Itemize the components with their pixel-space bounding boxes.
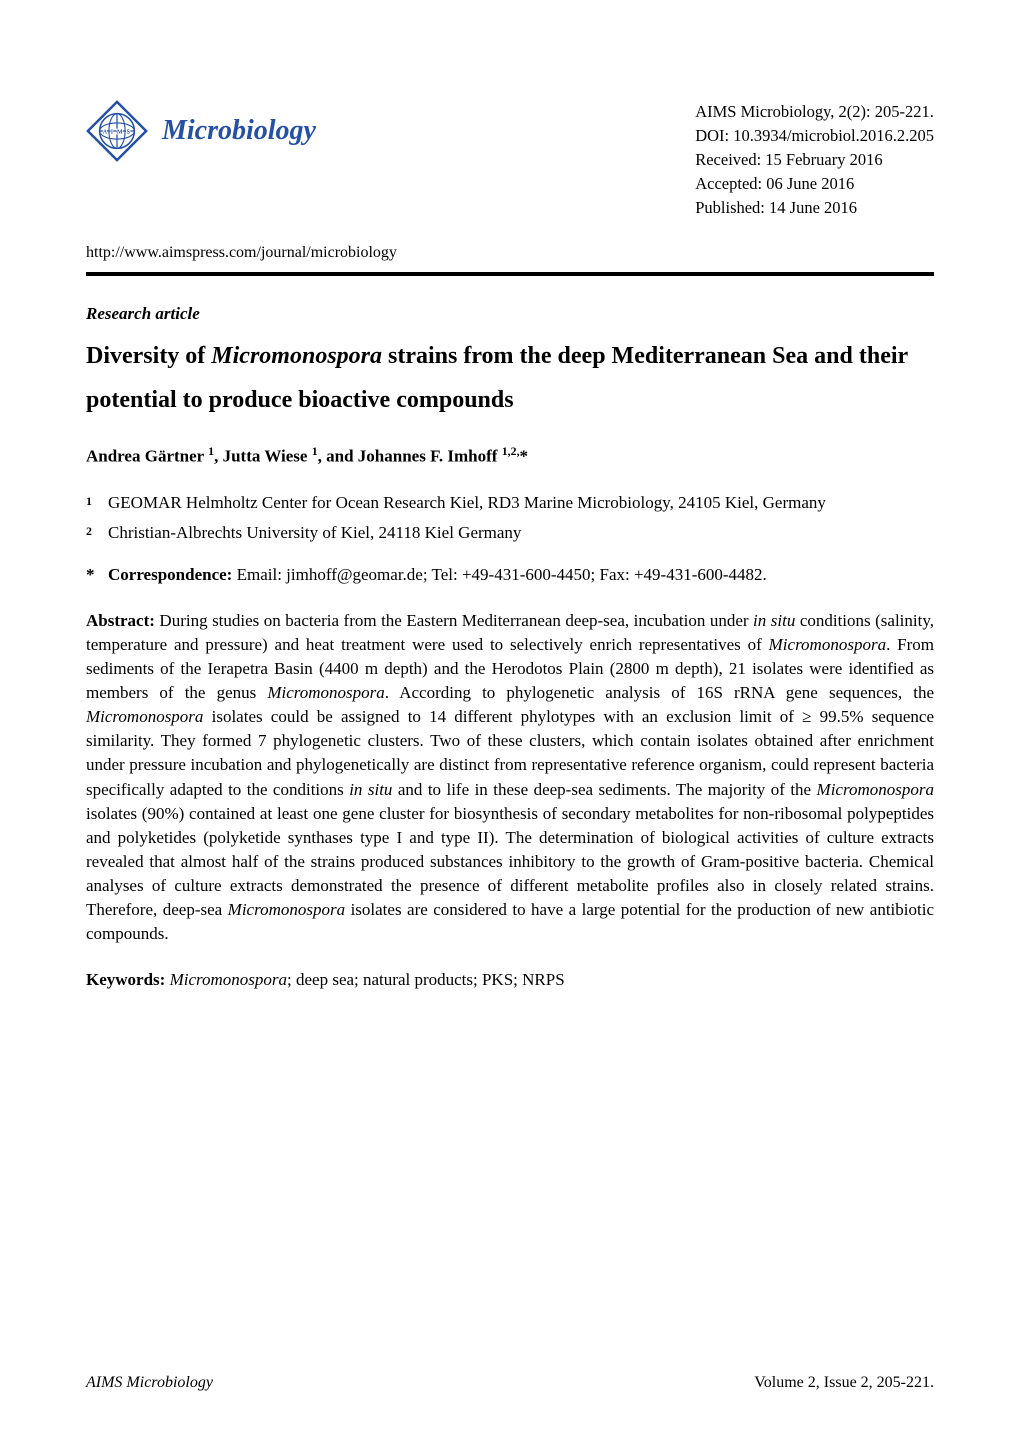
abstract-italic: in situ: [753, 611, 795, 630]
title-prefix: Diversity of: [86, 343, 211, 369]
affiliation-1: 1 GEOMAR Helmholtz Center for Ocean Rese…: [86, 491, 934, 515]
correspondence-content: Correspondence: Email: jimhoff@geomar.de…: [108, 565, 767, 585]
abstract-italic: Micromonospora: [86, 707, 203, 726]
correspondence-star: *: [86, 565, 108, 585]
published-line: Published: 14 June 2016: [695, 196, 934, 220]
affiliation-number: 2: [86, 521, 108, 540]
footer-page-info: Volume 2, Issue 2, 205-221.: [754, 1374, 934, 1392]
journal-name: Microbiology: [162, 115, 316, 147]
abstract-text: and to life in these deep-sea sediments.…: [392, 780, 816, 799]
abstract-italic: Micromonospora: [817, 780, 934, 799]
abstract-text: During studies on bacteria from the East…: [159, 611, 753, 630]
citation-line: AIMS Microbiology, 2(2): 205-221.: [695, 100, 934, 124]
publication-metadata: AIMS Microbiology, 2(2): 205-221. DOI: 1…: [695, 100, 934, 220]
footer-journal-name: AIMS Microbiology: [86, 1374, 213, 1392]
abstract-italic: in situ: [349, 780, 392, 799]
keyword-italic: Micromonospora: [170, 970, 287, 989]
affiliation-2: 2 Christian-Albrechts University of Kiel…: [86, 521, 934, 545]
aims-globe-icon: A I M S A I M S: [86, 100, 148, 162]
paper-title: Diversity of Micromonospora strains from…: [86, 334, 934, 423]
logo-block: A I M S A I M S Microbiology: [86, 100, 316, 162]
page-header: A I M S A I M S Microbiology AIMS Microb…: [86, 100, 934, 220]
keywords-label: Keywords:: [86, 970, 170, 989]
abstract-italic: Micromonospora: [769, 635, 886, 654]
page-footer: AIMS Microbiology Volume 2, Issue 2, 205…: [86, 1374, 934, 1392]
abstract-italic: Micromonospora: [228, 900, 345, 919]
correspondence-line: * Correspondence: Email: jimhoff@geomar.…: [86, 565, 934, 585]
abstract-italic: Micromonospora: [267, 683, 384, 702]
keywords-block: Keywords: Micromonospora; deep sea; natu…: [86, 968, 934, 992]
affiliation-text: GEOMAR Helmholtz Center for Ocean Resear…: [108, 491, 934, 515]
svg-text:A I M S: A I M S: [103, 128, 131, 135]
abstract-label: Abstract:: [86, 611, 159, 630]
doi-line: DOI: 10.3934/microbiol.2016.2.205: [695, 124, 934, 148]
article-type-label: Research article: [86, 304, 934, 324]
affiliations-block: 1 GEOMAR Helmholtz Center for Ocean Rese…: [86, 491, 934, 545]
accepted-line: Accepted: 06 June 2016: [695, 172, 934, 196]
affiliation-text: Christian-Albrechts University of Kiel, …: [108, 521, 934, 545]
abstract-block: Abstract: During studies on bacteria fro…: [86, 609, 934, 947]
authors-line: Andrea Gärtner 1, Jutta Wiese 1, and Joh…: [86, 444, 934, 467]
correspondence-text: Email: jimhoff@geomar.de; Tel: +49-431-6…: [232, 565, 766, 584]
journal-url: http://www.aimspress.com/journal/microbi…: [86, 244, 934, 262]
received-line: Received: 15 February 2016: [695, 148, 934, 172]
abstract-text: . According to phylogenetic analysis of …: [385, 683, 934, 702]
correspondence-label: Correspondence:: [108, 565, 232, 584]
keywords-rest: ; deep sea; natural products; PKS; NRPS: [287, 970, 565, 989]
title-italic-genus: Micromonospora: [211, 343, 382, 369]
header-divider: [86, 272, 934, 276]
affiliation-number: 1: [86, 491, 108, 510]
